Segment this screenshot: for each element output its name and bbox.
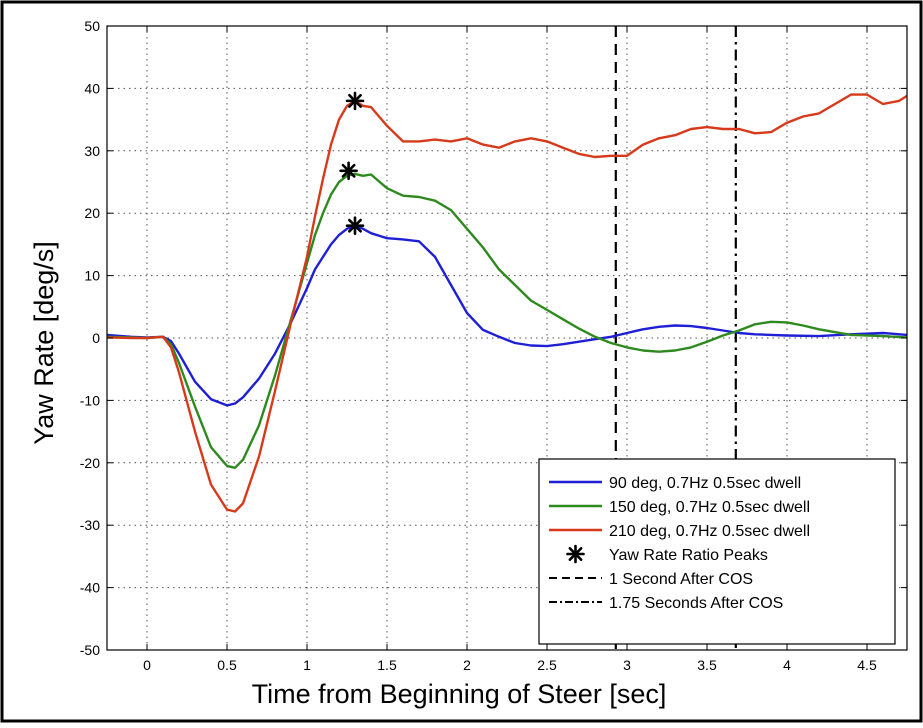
peak-marker [339,161,358,181]
y-tick-label: -40 [80,580,100,596]
legend-label: 90 deg, 0.7Hz 0.5sec dwell [609,475,801,492]
star-stroke [341,163,356,178]
y-tick-label: 30 [84,143,100,159]
series-line-2 [106,172,908,469]
legend: 90 deg, 0.7Hz 0.5sec dwell 150 deg, 0.7Hz… [538,458,896,645]
x-tick-label: 2 [463,657,471,673]
legend-label: 210 deg, 0.7Hz 0.5sec dwell [609,523,810,540]
y-tick-label: 40 [84,80,100,96]
peak-marker [345,91,365,111]
x-tick-label: 1.5 [377,657,397,673]
x-tick-label: 4 [783,657,791,673]
x-tick-label: 1 [303,657,311,673]
y-tick-label: -20 [80,455,100,471]
series-lines [106,93,908,513]
x-axis-label: Time from Beginning of Steer [sec] [252,679,667,709]
y-tick-label: -10 [80,392,100,408]
star-stroke [348,93,362,108]
y-tick-label: 0 [92,330,100,346]
y-tick-label: 50 [84,18,100,34]
series-line-1 [106,224,908,407]
series-line-3 [106,93,908,513]
axis-ticks: 0 0.5 1 1.5 2 2.5 3 3.5 4 4.5 -50 -40 -30 -20 -10 0 10 20… [80,18,907,673]
legend-label: Yaw Rate Ratio Peaks [609,547,768,564]
x-tick-label: 4.5 [857,657,877,673]
legend-swatch-star [566,544,585,564]
y-tick-label: -50 [80,642,100,658]
legend-box [538,458,896,645]
y-tick-label: 10 [84,268,100,284]
x-tick-label: 0 [143,657,151,673]
legend-label: 1 Second After COS [609,571,753,588]
x-tick-label: 2.5 [537,657,557,673]
y-tick-label: 20 [84,205,100,221]
legend-label: 150 deg, 0.7Hz 0.5sec dwell [609,499,810,516]
y-tick-label: -30 [80,517,100,533]
x-tick-label: 3 [623,657,631,673]
peak-marker [345,216,365,235]
y-axis-label: Yaw Rate [deg/s] [29,241,59,445]
star-stroke [568,547,583,561]
x-tick-label: 0.5 [217,657,237,673]
star-stroke [348,218,362,233]
legend-label: 1.75 Seconds After COS [609,595,783,612]
peak-markers [339,91,365,235]
x-tick-label: 3.5 [697,657,717,673]
